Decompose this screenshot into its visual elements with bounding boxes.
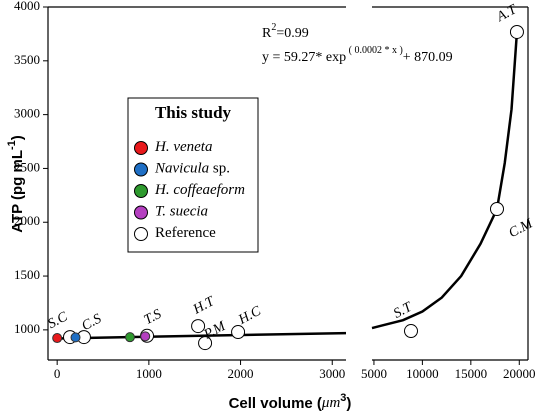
x-tick-label: 0: [54, 366, 61, 381]
eq-tail: + 870.09: [403, 50, 453, 65]
x-label-tail: ): [346, 395, 351, 412]
legend-label: H. coffeaeform: [154, 182, 245, 198]
x-label-sup: 3: [340, 392, 346, 404]
r2-text: R: [262, 26, 272, 41]
legend-name: Navicula: [154, 161, 209, 177]
y-tick-label: 2500: [14, 159, 40, 174]
legend-label: Reference: [155, 225, 216, 241]
x-label-text: Cell volume (: [229, 395, 322, 412]
fit-line: [57, 331, 347, 340]
y-axis-label: ATP (pg mL-1): [6, 135, 26, 233]
x-tick-label: 20000: [503, 366, 536, 381]
point-label: H.T: [190, 294, 218, 318]
y-label-tail: ): [9, 135, 26, 140]
point-label: A.T: [494, 2, 521, 26]
legend-marker: [134, 141, 148, 155]
point-label: C.M: [507, 216, 537, 241]
data-point: [198, 336, 213, 351]
x-axis-label: Cell volume (μm3): [229, 392, 352, 412]
eq-sup: ( 0.0002 * x ): [346, 45, 403, 56]
data-point: [124, 332, 135, 343]
equation: y = 59.27* exp ( 0.0002 * x )+ 870.09: [262, 45, 453, 65]
data-point: [509, 24, 524, 39]
legend-marker: [134, 162, 148, 177]
y-tick-label: 4000: [14, 0, 40, 13]
y-tick-label: 1000: [14, 321, 40, 336]
legend-name: Reference: [155, 225, 216, 241]
data-point: [191, 319, 206, 334]
data-point: [52, 333, 63, 344]
y-tick-label: 3500: [14, 52, 40, 67]
legend-name: H. coffeaeform: [154, 182, 245, 198]
eq-text: y = 59.27* exp: [262, 50, 346, 65]
x-tick-label: 15000: [455, 366, 488, 381]
legend-label: H. veneta: [154, 139, 212, 155]
x-label-unit: μm: [321, 395, 341, 411]
x-tick-label: 1000: [136, 366, 162, 381]
legend-name: H. veneta: [154, 139, 212, 155]
data-point: [489, 202, 504, 217]
legend-marker: [134, 184, 148, 198]
y-label-text: ATP (pg mL: [9, 150, 26, 233]
legend-title: This study: [155, 103, 232, 122]
point-label: H.C: [235, 303, 264, 328]
legend-suffix: sp.: [209, 161, 230, 177]
legend-label: Navicula sp.: [154, 161, 230, 177]
y-tick-label: 2000: [14, 213, 40, 228]
x-tick-label: 2000: [228, 366, 254, 381]
r2-sup: 2: [271, 22, 276, 33]
r-squared: R2=0.99: [262, 22, 309, 41]
x-tick-label: 3000: [319, 366, 345, 381]
x-tick-label: 10000: [406, 366, 439, 381]
point-label: S.T: [391, 299, 415, 321]
data-point: [140, 331, 151, 342]
point-label: T.S: [142, 307, 164, 328]
y-tick-label: 1500: [14, 267, 40, 282]
legend-label: T. suecia: [155, 204, 208, 220]
data-point: [404, 324, 418, 339]
y-label-sup: -1: [6, 140, 18, 150]
legend-box: [127, 97, 259, 253]
data-point: [231, 325, 246, 340]
legend-name: T. suecia: [155, 204, 208, 220]
fit-line: [371, 31, 519, 330]
data-point: [70, 332, 81, 343]
y-tick-label: 3000: [14, 106, 40, 121]
point-label: S.C: [46, 309, 71, 332]
x-tick-label: 5000: [361, 366, 387, 381]
legend-marker: [134, 205, 148, 220]
r2-tail: =0.99: [276, 26, 308, 41]
legend-marker: [134, 227, 148, 241]
